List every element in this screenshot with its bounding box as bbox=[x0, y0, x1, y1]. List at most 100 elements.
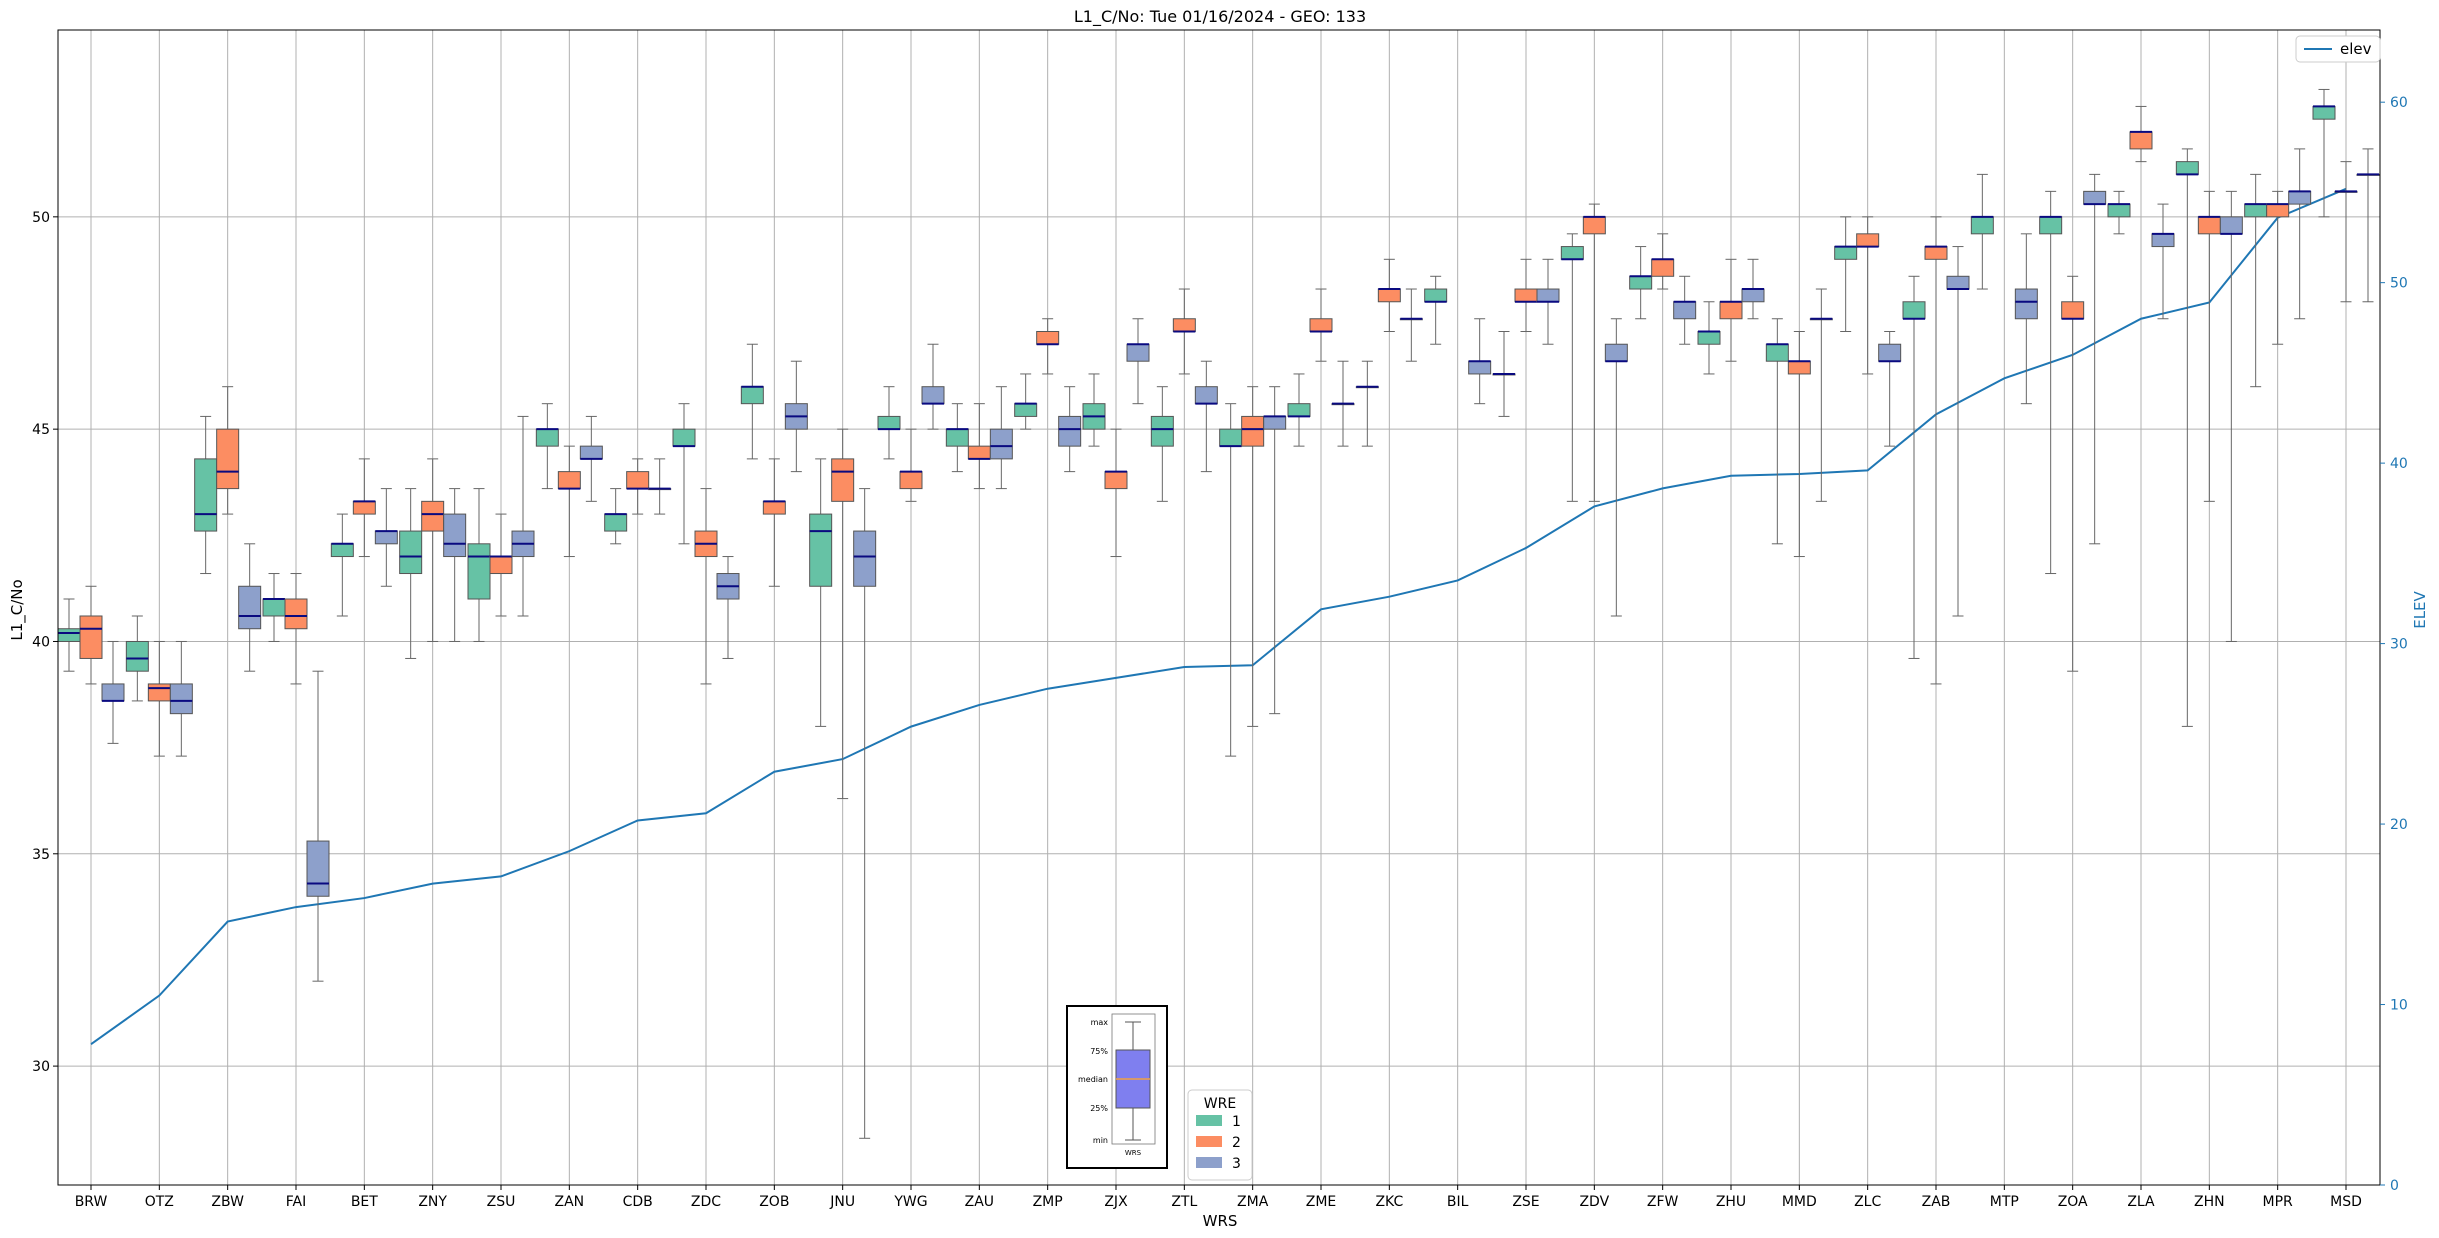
box-ZAB-wre3 bbox=[1946, 246, 1970, 617]
box-body bbox=[2107, 203, 2131, 218]
box-FAI-wre2 bbox=[284, 573, 308, 685]
x-tick-label: ZSE bbox=[1512, 1194, 1539, 1210]
box-body bbox=[1194, 386, 1218, 405]
box-body bbox=[899, 471, 923, 490]
box-body bbox=[1150, 415, 1174, 447]
box-body bbox=[374, 530, 398, 545]
box-ZME-wre3 bbox=[1331, 360, 1355, 447]
box-MSD-wre3 bbox=[2356, 148, 2380, 303]
box-body bbox=[284, 598, 308, 630]
box-ZHN-wre3 bbox=[2219, 190, 2243, 642]
box-body bbox=[238, 585, 262, 630]
box-ZLA-wre2 bbox=[2129, 105, 2153, 163]
box-body bbox=[1309, 318, 1333, 332]
box-MMD-wre1 bbox=[1765, 318, 1789, 545]
box-BET-wre2 bbox=[352, 458, 376, 558]
box-body bbox=[762, 500, 786, 515]
box-YWG-wre2 bbox=[899, 428, 923, 502]
box-BRW-wre3 bbox=[101, 640, 125, 744]
box-body bbox=[831, 458, 855, 502]
box-body bbox=[2061, 301, 2085, 320]
x-tick-label: MMD bbox=[1782, 1194, 1817, 1210]
box-MPR-wre3 bbox=[2288, 148, 2312, 320]
x-tick-label: BET bbox=[351, 1194, 378, 1210]
box-ZME-wre2 bbox=[1309, 288, 1333, 362]
box-key-inset: max 75% median 25% min WRS bbox=[1066, 1005, 1168, 1169]
box-ZNY-wre1 bbox=[399, 488, 423, 659]
box-OTZ-wre3 bbox=[169, 640, 193, 757]
box-body bbox=[2244, 203, 2268, 218]
box-body bbox=[1902, 301, 1926, 320]
box-body bbox=[489, 556, 513, 575]
box-ZHU-wre1 bbox=[1697, 301, 1721, 375]
box-body bbox=[1604, 343, 1628, 362]
box-ZSE-wre1 bbox=[1492, 330, 1516, 417]
wre-legend: WRE 1 2 3 bbox=[1187, 1089, 1253, 1181]
box-body bbox=[1946, 275, 1970, 290]
box-body bbox=[2288, 190, 2312, 205]
box-MTP-wre1 bbox=[1970, 173, 1994, 290]
box-ZOA-wre1 bbox=[2039, 190, 2063, 575]
box-ZLA-wre1 bbox=[2107, 190, 2131, 235]
box-body bbox=[262, 598, 286, 617]
box-body bbox=[2175, 161, 2199, 175]
box-MSD-wre2 bbox=[2334, 161, 2358, 303]
box-BIL-wre3 bbox=[1468, 318, 1492, 405]
box-body bbox=[1719, 301, 1743, 320]
x-tick-label: OTZ bbox=[145, 1194, 174, 1210]
box-JNU-wre2 bbox=[831, 428, 855, 800]
box-ZMP-wre3 bbox=[1058, 386, 1082, 473]
key-label-median: median bbox=[1078, 1075, 1108, 1084]
box-ZSU-wre1 bbox=[467, 488, 491, 642]
box-ZFW-wre3 bbox=[1673, 275, 1697, 345]
x-tick-label: ZOB bbox=[759, 1194, 789, 1210]
box-ZJX-wre2 bbox=[1104, 428, 1128, 558]
box-ZBW-wre1 bbox=[194, 415, 218, 575]
box-body bbox=[1287, 403, 1311, 417]
box-YWG-wre3 bbox=[921, 343, 945, 430]
box-body bbox=[79, 615, 103, 659]
y-tick-label: 50 bbox=[32, 210, 50, 226]
box-JNU-wre3 bbox=[853, 488, 877, 1139]
box-BIL-wre1 bbox=[1424, 275, 1448, 345]
box-ZAU-wre2 bbox=[967, 403, 991, 490]
x-tick-label: MPR bbox=[2263, 1194, 2294, 1210]
box-body bbox=[2197, 216, 2221, 235]
box-BRW-wre2 bbox=[79, 585, 103, 685]
y2-axis-label: ELEV bbox=[2411, 590, 2429, 628]
y-tick-label: 45 bbox=[32, 422, 50, 438]
box-ZAN-wre1 bbox=[535, 403, 559, 490]
box-body bbox=[57, 628, 81, 642]
box-ZTL-wre3 bbox=[1194, 360, 1218, 473]
x-tick-label: ZMA bbox=[1237, 1194, 1269, 1210]
box-body bbox=[1104, 471, 1128, 490]
box-body bbox=[626, 471, 650, 490]
y2-tick-label: 0 bbox=[2390, 1178, 2399, 1194]
box-ZOB-wre1 bbox=[740, 343, 764, 460]
box-body bbox=[2151, 233, 2175, 248]
box-ZLC-wre3 bbox=[1878, 330, 1902, 447]
box-ZNY-wre3 bbox=[443, 488, 467, 642]
x-tick-label: ZNY bbox=[418, 1194, 447, 1210]
box-body bbox=[467, 543, 491, 600]
box-ZAB-wre1 bbox=[1902, 275, 1926, 659]
box-body bbox=[672, 428, 696, 447]
wre-legend-swatch-1 bbox=[1196, 1115, 1222, 1126]
key-label-xlabel: WRS bbox=[1125, 1149, 1142, 1157]
box-body bbox=[216, 428, 240, 490]
box-MSD-wre1 bbox=[2312, 88, 2336, 218]
box-body bbox=[1856, 233, 1880, 248]
box-ZOA-wre2 bbox=[2061, 275, 2085, 672]
y2-tick-label: 20 bbox=[2390, 817, 2408, 833]
x-tick-label: ZOA bbox=[2058, 1194, 2088, 1210]
box-BET-wre1 bbox=[330, 513, 354, 617]
box-body bbox=[1172, 318, 1196, 332]
x-tick-label: ZFW bbox=[1647, 1194, 1679, 1210]
box-body bbox=[1126, 343, 1150, 362]
key-label-q3: 75% bbox=[1090, 1047, 1108, 1056]
x-tick-label: ZAB bbox=[1922, 1194, 1951, 1210]
box-ZDC-wre1 bbox=[672, 403, 696, 545]
box-body bbox=[125, 640, 149, 672]
box-BET-wre3 bbox=[374, 488, 398, 587]
